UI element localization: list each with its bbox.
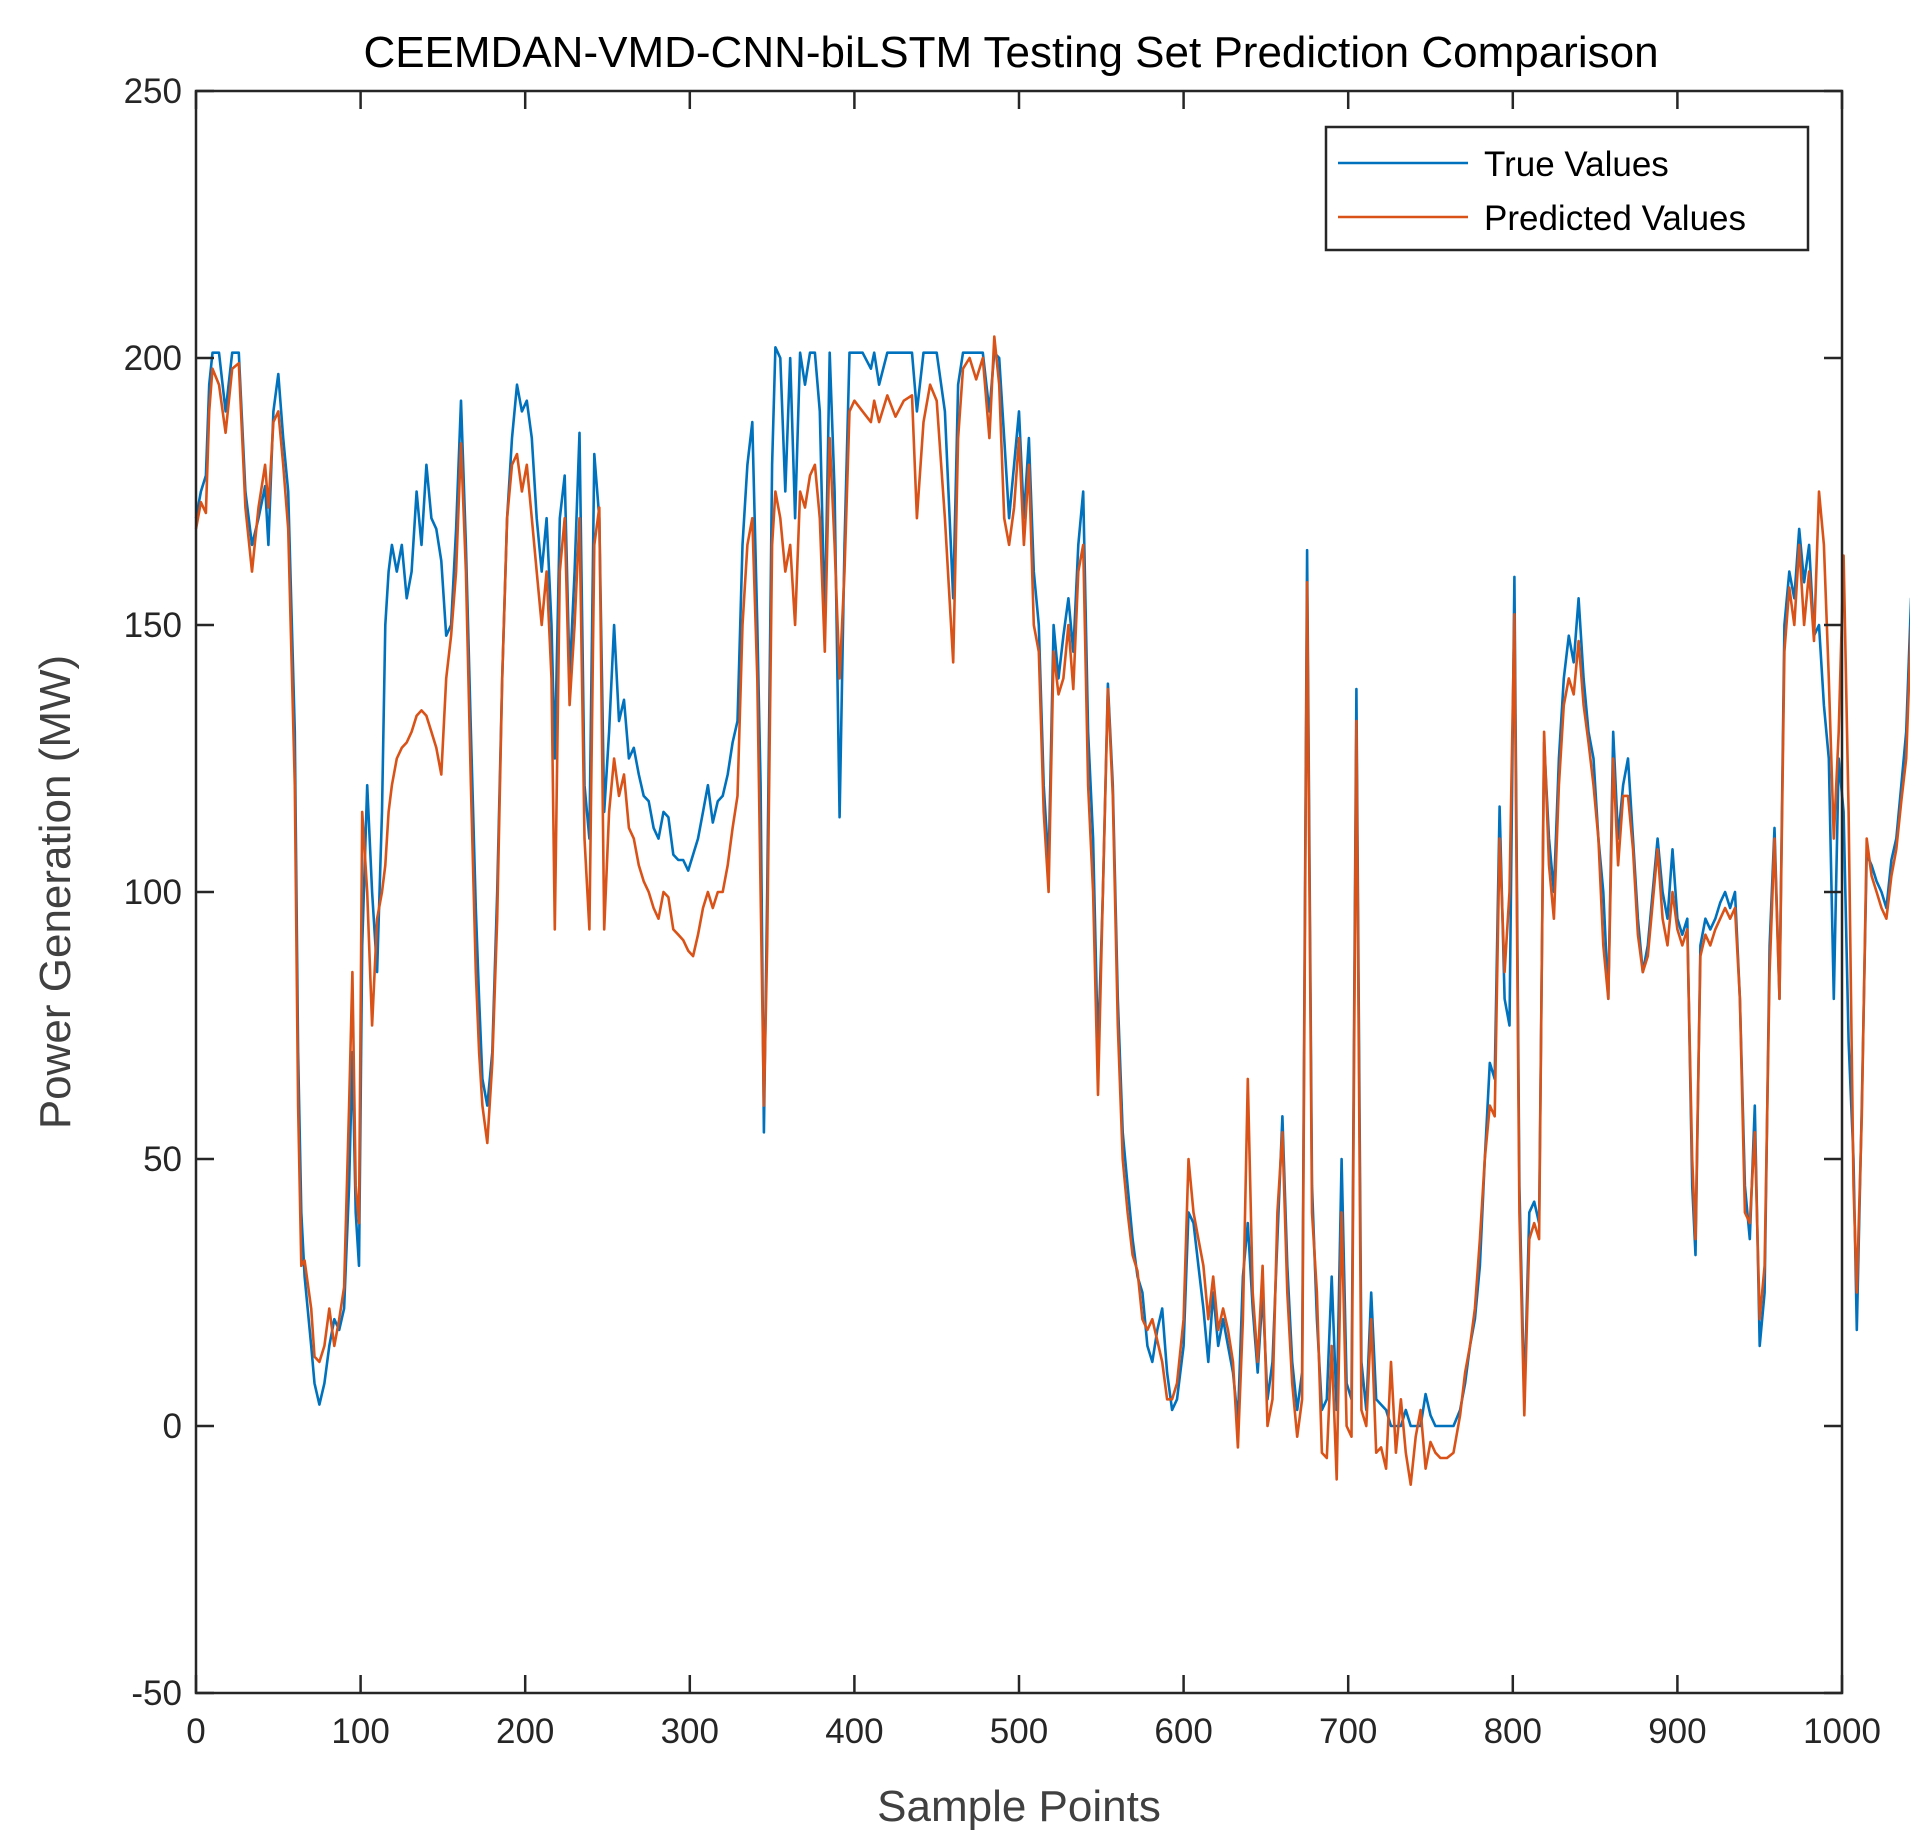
x-tick-label: 500 [990, 1712, 1048, 1751]
y-tick-label: 150 [124, 606, 182, 645]
x-axis-label: Sample Points [877, 1782, 1161, 1831]
x-tick-label: 900 [1648, 1712, 1706, 1751]
x-tick-label: 400 [825, 1712, 883, 1751]
ticks-layer: 0 100 200 300 400 500 600 700 800 900 100025020015… [124, 72, 1881, 1751]
plot-area [196, 91, 1842, 1693]
series-line-predicted-values [194, 335, 1910, 1486]
x-tick-label: 800 [1484, 1712, 1542, 1751]
chart-title: CEEMDAN-VMD-CNN-biLSTM Testing Set Predi… [363, 28, 1658, 77]
x-tick-label: 100 [331, 1712, 389, 1751]
y-tick-label: 50 [143, 1140, 182, 1179]
y-axis-label: Power Generation (MW) [31, 655, 80, 1129]
y-tick-label: 0 [163, 1407, 182, 1446]
x-tick-label: 0 [186, 1712, 205, 1751]
x-tick-label: 1000 [1803, 1712, 1881, 1751]
series-layer [194, 335, 1910, 1486]
y-tick-label: 250 [124, 72, 182, 111]
y-tick-label: 100 [124, 873, 182, 912]
x-tick-label: 600 [1154, 1712, 1212, 1751]
legend-label-predicted-values: Predicted Values [1484, 199, 1746, 238]
x-tick-label: 300 [661, 1712, 719, 1751]
x-tick-label: 700 [1319, 1712, 1377, 1751]
legend-label-true-values: True Values [1484, 145, 1669, 184]
x-tick-label: 200 [496, 1712, 554, 1751]
legend: True Values Predicted Values [1324, 125, 1810, 252]
y-tick-label: 200 [124, 339, 182, 378]
y-tick-label: -50 [131, 1674, 182, 1713]
